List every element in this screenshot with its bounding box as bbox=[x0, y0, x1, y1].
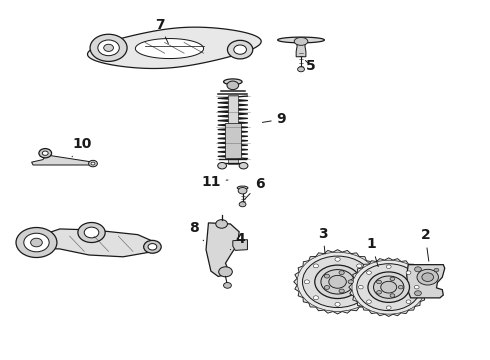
Circle shape bbox=[315, 265, 360, 298]
Text: 1: 1 bbox=[367, 237, 378, 267]
Circle shape bbox=[144, 240, 161, 253]
Circle shape bbox=[84, 227, 99, 238]
Circle shape bbox=[324, 285, 330, 289]
Circle shape bbox=[415, 291, 421, 296]
Polygon shape bbox=[225, 123, 241, 158]
Circle shape bbox=[381, 281, 397, 293]
Circle shape bbox=[398, 285, 403, 289]
Circle shape bbox=[313, 264, 318, 268]
Polygon shape bbox=[31, 155, 94, 165]
Circle shape bbox=[223, 283, 231, 288]
Polygon shape bbox=[88, 27, 261, 68]
Circle shape bbox=[98, 40, 119, 56]
Circle shape bbox=[90, 34, 127, 62]
Circle shape bbox=[335, 302, 340, 306]
Circle shape bbox=[216, 220, 227, 228]
Polygon shape bbox=[233, 240, 247, 250]
Text: 3: 3 bbox=[318, 226, 328, 254]
Text: 2: 2 bbox=[420, 228, 430, 261]
Circle shape bbox=[297, 67, 304, 72]
Ellipse shape bbox=[237, 186, 248, 190]
Circle shape bbox=[406, 271, 411, 274]
Circle shape bbox=[30, 238, 42, 247]
Circle shape bbox=[234, 45, 246, 54]
Circle shape bbox=[297, 252, 378, 311]
Polygon shape bbox=[294, 249, 381, 314]
Circle shape bbox=[367, 300, 371, 303]
Ellipse shape bbox=[294, 37, 308, 45]
Circle shape bbox=[78, 222, 105, 243]
Circle shape bbox=[358, 285, 363, 289]
Text: 10: 10 bbox=[72, 137, 92, 157]
Polygon shape bbox=[296, 42, 306, 57]
Circle shape bbox=[417, 269, 439, 285]
Circle shape bbox=[302, 256, 373, 307]
Circle shape bbox=[357, 264, 421, 311]
Circle shape bbox=[227, 81, 239, 90]
Circle shape bbox=[339, 289, 344, 293]
Circle shape bbox=[89, 160, 98, 167]
Circle shape bbox=[239, 202, 246, 207]
Circle shape bbox=[324, 274, 330, 278]
Circle shape bbox=[373, 276, 404, 298]
Circle shape bbox=[406, 300, 411, 303]
Circle shape bbox=[218, 162, 226, 169]
Text: 9: 9 bbox=[262, 112, 286, 126]
Circle shape bbox=[434, 268, 439, 272]
Circle shape bbox=[357, 264, 362, 268]
Circle shape bbox=[321, 270, 354, 294]
Circle shape bbox=[238, 188, 247, 194]
Circle shape bbox=[390, 277, 395, 280]
Polygon shape bbox=[349, 258, 429, 316]
Circle shape bbox=[239, 162, 248, 169]
Polygon shape bbox=[278, 37, 324, 43]
Circle shape bbox=[352, 260, 425, 314]
Circle shape bbox=[313, 296, 318, 300]
Text: 4: 4 bbox=[230, 232, 245, 249]
Polygon shape bbox=[28, 229, 157, 257]
Circle shape bbox=[339, 271, 344, 275]
Circle shape bbox=[367, 271, 371, 274]
Ellipse shape bbox=[223, 79, 242, 85]
Circle shape bbox=[39, 149, 51, 158]
Polygon shape bbox=[228, 95, 238, 164]
Circle shape bbox=[422, 273, 434, 282]
Circle shape bbox=[390, 294, 395, 297]
Circle shape bbox=[366, 280, 371, 284]
Text: 8: 8 bbox=[189, 221, 203, 241]
Circle shape bbox=[16, 228, 57, 257]
Circle shape bbox=[386, 265, 391, 269]
Text: 7: 7 bbox=[155, 18, 169, 44]
Text: 11: 11 bbox=[201, 175, 228, 189]
Circle shape bbox=[148, 244, 157, 250]
Polygon shape bbox=[407, 265, 445, 298]
Circle shape bbox=[386, 306, 391, 310]
Circle shape bbox=[368, 272, 410, 302]
Circle shape bbox=[24, 233, 49, 252]
Circle shape bbox=[348, 280, 353, 284]
Circle shape bbox=[335, 257, 340, 261]
Circle shape bbox=[415, 285, 419, 289]
Circle shape bbox=[304, 280, 310, 284]
Circle shape bbox=[42, 151, 48, 156]
Circle shape bbox=[357, 296, 362, 300]
Polygon shape bbox=[206, 223, 239, 276]
Polygon shape bbox=[135, 39, 203, 59]
Circle shape bbox=[377, 291, 381, 294]
Circle shape bbox=[219, 267, 232, 277]
Text: 5: 5 bbox=[305, 59, 316, 73]
Circle shape bbox=[91, 162, 95, 165]
Circle shape bbox=[377, 280, 381, 284]
Circle shape bbox=[329, 275, 346, 288]
Circle shape bbox=[415, 267, 421, 272]
Text: 6: 6 bbox=[245, 176, 265, 199]
Circle shape bbox=[227, 40, 253, 59]
Circle shape bbox=[104, 44, 114, 51]
